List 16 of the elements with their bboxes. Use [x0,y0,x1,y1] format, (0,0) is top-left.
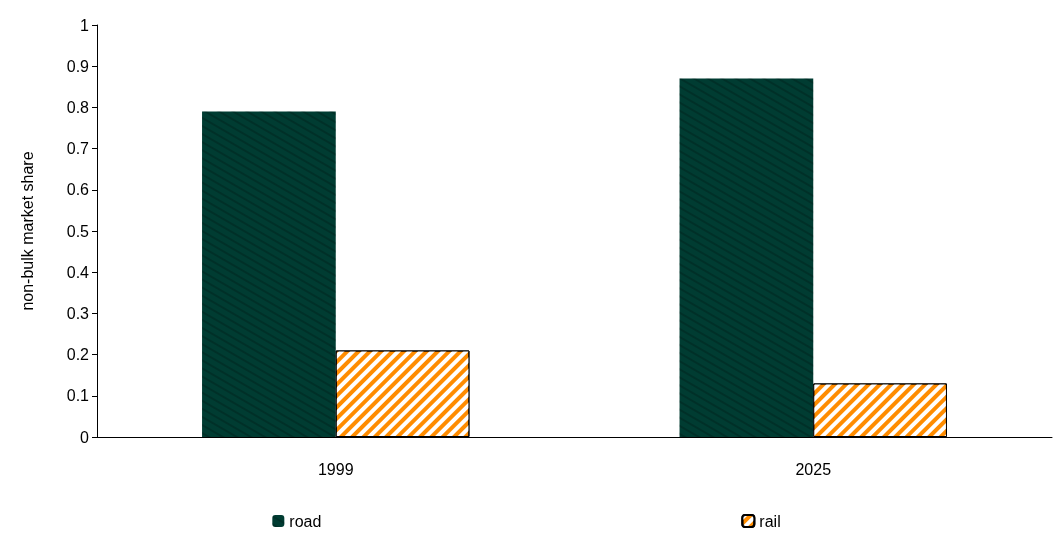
y-tick-label: 0.9 [66,57,90,75]
x-tick-label: 2025 [795,460,832,478]
x-tick-label: 1999 [317,460,354,478]
y-tick-label: 0.4 [66,263,90,281]
y-tick-label: 0.5 [66,222,90,240]
y-tick-label: 0.7 [66,140,90,158]
y-tick-label: 0 [80,428,90,446]
y-tick-label: 0.3 [66,304,90,322]
legend-label: rail [759,512,781,530]
y-tick-label: 0.2 [66,346,90,364]
y-tick-label: 0.6 [66,181,90,199]
legend-label: road [289,512,322,530]
y-tick-label: 0.1 [66,387,90,405]
y-tick-label: 0.8 [66,98,90,116]
y-axis-title: non-bulk market share [18,151,36,311]
y-tick-label: 1 [80,16,90,34]
